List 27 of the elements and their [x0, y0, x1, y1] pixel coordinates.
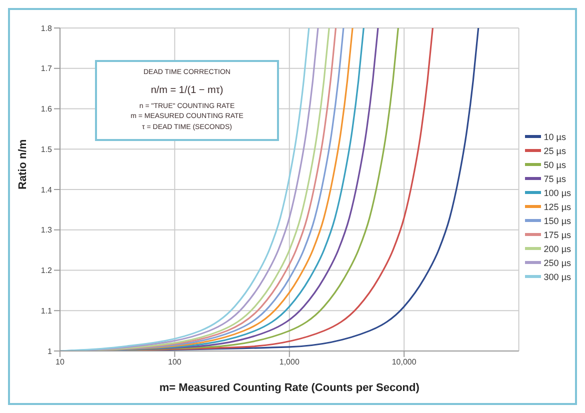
y-tick-label: 1.5 [40, 144, 53, 154]
y-tick-label: 1.8 [40, 24, 53, 33]
legend-label: 150 µs [544, 216, 571, 226]
y-tick-label: 1.4 [40, 185, 53, 194]
legend-label: 25 µs [544, 146, 566, 156]
x-tick-label: 10 [56, 358, 65, 367]
y-tick-label: 1.1 [40, 306, 53, 316]
legend-label: 50 µs [544, 160, 566, 170]
legend-label: 125 µs [544, 202, 571, 212]
legend-label: 100 µs [544, 188, 571, 198]
legend-label: 200 µs [544, 244, 571, 254]
y-tick-label: 1.7 [40, 64, 53, 74]
y-tick-label: 1 [48, 346, 53, 356]
legend-label: 75 µs [544, 174, 566, 184]
x-tick-label: 1,000 [279, 358, 300, 367]
y-tick-label: 1.6 [40, 104, 53, 114]
y-tick-label: 1.2 [40, 266, 53, 276]
x-axis-title: m= Measured Counting Rate (Counts per Second) [159, 382, 420, 394]
legend-label: 300 µs [544, 272, 571, 282]
y-tick-label: 1.3 [40, 226, 53, 235]
x-tick-label: 100 [168, 358, 182, 367]
legend-label: 10 µs [544, 132, 566, 142]
x-tick-label: 10,000 [392, 358, 417, 367]
annotation: n/m = 1/(1 − mτ) [150, 84, 224, 98]
legend-label: 250 µs [544, 258, 571, 268]
legend-label: 175 µs [544, 230, 571, 240]
y-axis-title: Ratio n/m [16, 139, 29, 190]
